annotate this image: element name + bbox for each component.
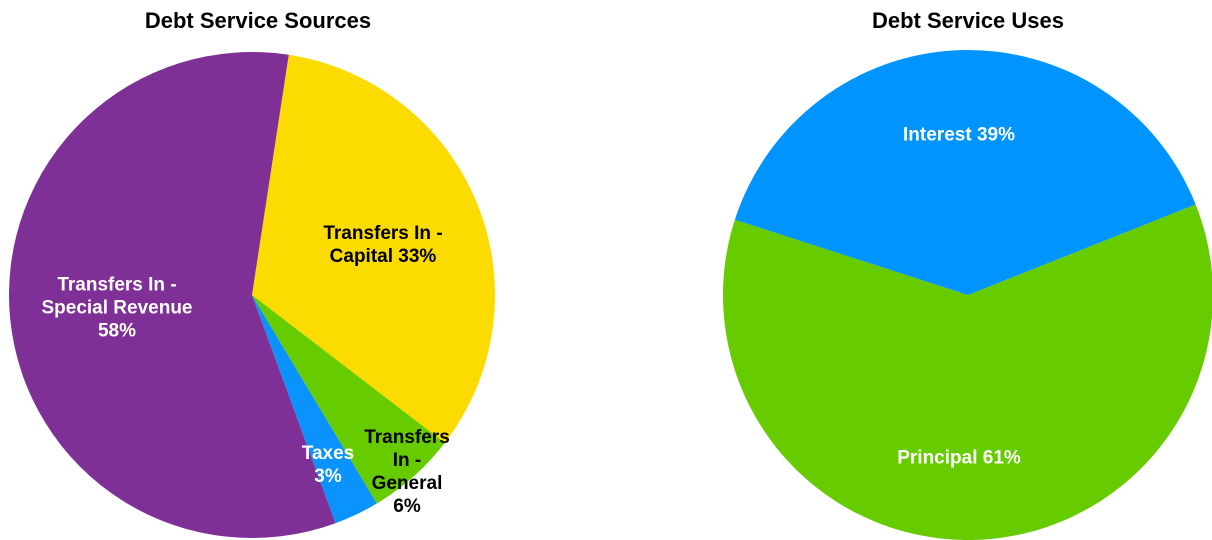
slice-value: 6%: [393, 496, 421, 517]
slice-value: 33%: [398, 246, 437, 267]
pie-slice: [9, 51, 336, 538]
slice-category: Taxes: [301, 443, 355, 464]
slice-label: Transfers In - Special Revenue 58%: [22, 274, 212, 343]
slice-value: 61%: [982, 447, 1021, 469]
slice-category: Transfers In - Capital: [323, 223, 443, 267]
slice-category: Transfers In - General: [364, 427, 450, 494]
pie-slice: [252, 295, 377, 524]
slice-label: Transfers In - General 6%: [359, 426, 455, 518]
slice-label: Principal 61%: [859, 447, 1059, 470]
chart-title: Debt Service Sources: [145, 8, 371, 33]
slice-category: Principal: [897, 447, 978, 469]
slice-value: 39%: [976, 124, 1015, 146]
slice-value: 58%: [97, 320, 137, 342]
slice-label: Transfers In - Capital 33%: [313, 222, 453, 268]
slice-category: Interest: [903, 124, 972, 146]
slice-category: Transfers In - Special Revenue: [41, 274, 193, 319]
pie-slice: [723, 204, 1212, 540]
slice-label: Taxes 3%: [297, 442, 359, 488]
slice-label: Interest 39%: [859, 124, 1059, 147]
slice-value: 3%: [314, 466, 342, 487]
pie-slice: [734, 50, 1196, 296]
chart-title: Debt Service Uses: [872, 8, 1064, 33]
pie-slice: [252, 54, 495, 443]
pie-slice: [252, 295, 445, 504]
